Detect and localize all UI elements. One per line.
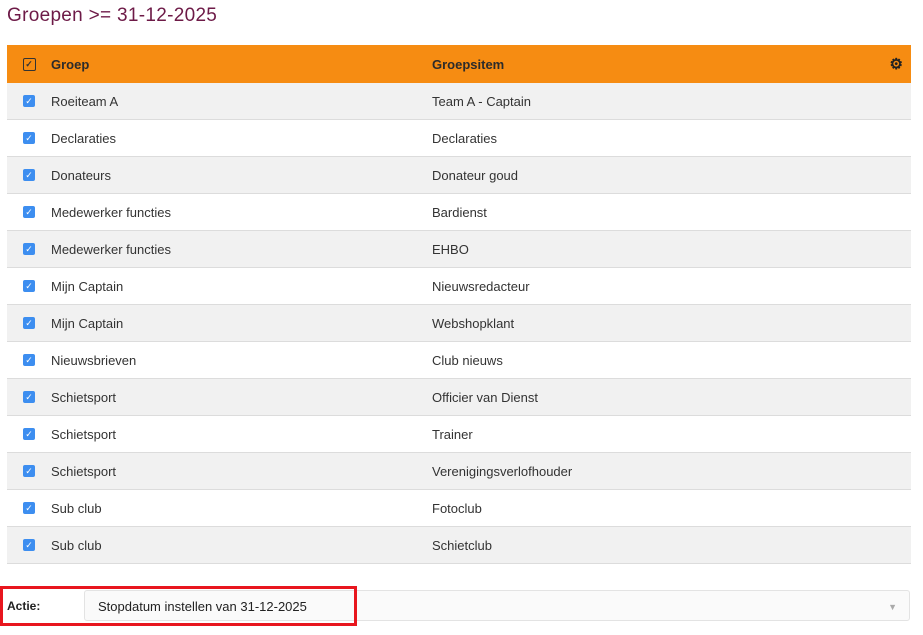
cell-groepsitem: Webshopklant [432, 315, 515, 331]
row-checkbox[interactable]: ✓ [23, 132, 35, 144]
table-row[interactable]: ✓ Medewerker functies EHBO [7, 231, 911, 268]
table-row[interactable]: ✓ Schietsport Verenigingsverlofhouder [7, 453, 911, 490]
row-checkbox[interactable]: ✓ [23, 502, 35, 514]
cell-groepsitem: Schietclub [432, 537, 492, 553]
cell-groep: Sub club [51, 500, 102, 516]
gear-icon[interactable]: ⚙ [889, 56, 903, 73]
table-row[interactable]: ✓ Mijn Captain Webshopklant [7, 305, 911, 342]
table-row[interactable]: ✓ Sub club Fotoclub [7, 490, 911, 527]
cell-groepsitem: Fotoclub [432, 500, 482, 516]
row-checkbox[interactable]: ✓ [23, 169, 35, 181]
cell-groep: Roeiteam A [51, 93, 119, 109]
cell-groep: Donateurs [51, 167, 111, 183]
action-bar: Actie: Stopdatum instellen van 31-12-202… [0, 586, 911, 626]
cell-groepsitem: Club nieuws [432, 352, 503, 368]
cell-groep: Mijn Captain [51, 278, 124, 294]
cell-groepsitem: Bardienst [432, 204, 487, 220]
cell-groep: Schietsport [51, 463, 117, 479]
table-row[interactable]: ✓ Sub club Schietclub [7, 527, 911, 564]
action-select[interactable]: Stopdatum instellen van 31-12-2025 ▼ [84, 590, 910, 621]
groups-table: ✓ Groep Groepsitem ⚙ ✓ Roeiteam A Team A… [7, 45, 911, 564]
cell-groepsitem: Verenigingsverlofhouder [432, 463, 573, 479]
table-row[interactable]: ✓ Nieuwsbrieven Club nieuws [7, 342, 911, 379]
chevron-down-icon: ▼ [888, 602, 897, 612]
cell-groepsitem: EHBO [432, 241, 469, 257]
cell-groep: Declaraties [51, 130, 117, 146]
cell-groep: Medewerker functies [51, 204, 171, 220]
cell-groep: Medewerker functies [51, 241, 171, 257]
row-checkbox[interactable]: ✓ [23, 391, 35, 403]
cell-groepsitem: Team A - Captain [432, 93, 531, 109]
cell-groepsitem: Trainer [432, 426, 473, 442]
cell-groepsitem: Declaraties [432, 130, 498, 146]
row-checkbox[interactable]: ✓ [23, 280, 35, 292]
select-all-checkbox[interactable]: ✓ [22, 57, 36, 71]
row-checkbox[interactable]: ✓ [23, 243, 35, 255]
column-header-groep[interactable]: Groep [51, 56, 90, 72]
cell-groep: Sub club [51, 537, 102, 553]
row-checkbox[interactable]: ✓ [23, 206, 35, 218]
column-header-groepsitem[interactable]: Groepsitem [432, 56, 505, 72]
table-header: ✓ Groep Groepsitem ⚙ [7, 45, 911, 83]
cell-groepsitem: Donateur goud [432, 167, 519, 183]
cell-groep: Schietsport [51, 426, 117, 442]
table-row[interactable]: ✓ Schietsport Officier van Dienst [7, 379, 911, 416]
table-row[interactable]: ✓ Schietsport Trainer [7, 416, 911, 453]
action-label: Actie: [7, 599, 41, 613]
table-row[interactable]: ✓ Declaraties Declaraties [7, 120, 911, 157]
table-row[interactable]: ✓ Medewerker functies Bardienst [7, 194, 911, 231]
cell-groep: Mijn Captain [51, 315, 124, 331]
cell-groep: Nieuwsbrieven [51, 352, 137, 368]
cell-groep: Schietsport [51, 389, 117, 405]
table-row[interactable]: ✓ Roeiteam A Team A - Captain [7, 83, 911, 120]
cell-groepsitem: Nieuwsredacteur [432, 278, 530, 294]
row-checkbox[interactable]: ✓ [23, 317, 35, 329]
row-checkbox[interactable]: ✓ [23, 354, 35, 366]
row-checkbox[interactable]: ✓ [23, 539, 35, 551]
row-checkbox[interactable]: ✓ [23, 95, 35, 107]
cell-groepsitem: Officier van Dienst [432, 389, 538, 405]
table-row[interactable]: ✓ Mijn Captain Nieuwsredacteur [7, 268, 911, 305]
action-selected-value: Stopdatum instellen van 31-12-2025 [98, 599, 307, 614]
page-title: Groepen >= 31-12-2025 [7, 5, 218, 26]
table-row[interactable]: ✓ Donateurs Donateur goud [7, 157, 911, 194]
row-checkbox[interactable]: ✓ [23, 465, 35, 477]
row-checkbox[interactable]: ✓ [23, 428, 35, 440]
